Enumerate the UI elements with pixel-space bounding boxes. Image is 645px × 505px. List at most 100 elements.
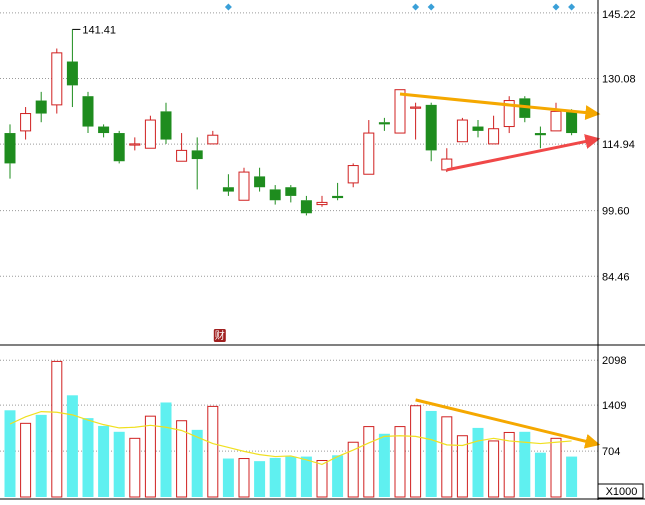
candle-up — [129, 137, 141, 151]
volume-bar-down — [472, 427, 484, 497]
candle-down — [332, 182, 344, 201]
candle-body — [285, 187, 297, 196]
volume-bar-down — [98, 425, 110, 497]
price-tick-label: 84.46 — [602, 271, 630, 283]
volume-bar-down — [332, 455, 344, 497]
candle-body — [129, 143, 141, 146]
volume-bar-down — [519, 431, 531, 497]
candle-up — [51, 48, 63, 114]
candle-down — [35, 91, 47, 123]
candle-down — [66, 29, 78, 108]
candle-body — [20, 113, 32, 132]
volume-bar-down — [4, 410, 16, 497]
candle-up — [488, 115, 500, 145]
candle-up — [441, 148, 453, 173]
candle-up — [316, 195, 328, 207]
volume-bar-down — [566, 456, 578, 497]
candle-down — [98, 124, 110, 138]
price-trend-arrow-orange — [399, 92, 601, 121]
candle-down — [160, 102, 172, 144]
candle-up — [503, 96, 515, 134]
volume-axis: 2098 1409 704 — [602, 355, 626, 458]
candle-body — [378, 122, 390, 125]
volume-tick-label: 1409 — [602, 400, 626, 412]
diamond-marker-icon — [568, 3, 576, 11]
candle-up — [456, 117, 468, 143]
volume-bar-up — [347, 441, 359, 498]
diamond-marker-icon — [224, 3, 232, 11]
price-tick-label: 114.94 — [602, 139, 635, 151]
volume-unit-box: X1000 — [597, 483, 644, 499]
volume-bar-up — [20, 422, 32, 498]
volume-bar-down — [191, 429, 203, 497]
volume-bar-up — [456, 435, 468, 498]
price-tick-label: 130.08 — [602, 74, 636, 86]
high-price-label: 141.41 — [82, 24, 116, 36]
price-grid — [0, 12, 598, 277]
candle-body — [144, 119, 156, 149]
diamond-marker-icon — [427, 3, 435, 11]
candle-body — [254, 176, 266, 188]
candle-body — [566, 111, 578, 134]
volume-bar-up — [488, 440, 500, 498]
candle-body — [410, 106, 422, 109]
volume-bar-down — [160, 402, 172, 497]
candle-body — [347, 165, 359, 184]
volume-bar-down — [285, 456, 297, 497]
candle-down — [566, 109, 578, 136]
high-price-marker: 141.41 — [72, 24, 116, 36]
candle-down — [285, 185, 297, 203]
candle-body — [503, 100, 515, 128]
candle-down — [4, 124, 16, 179]
candle-body — [51, 52, 63, 106]
candle-body — [300, 200, 312, 214]
volume-bar-up — [363, 426, 375, 498]
candle-body — [550, 110, 562, 132]
volume-trend-arrow-line — [415, 398, 601, 449]
price-panel: 141.41 财 145.22 130.08 114.94 99.60 84.46 — [0, 3, 636, 342]
candle-up — [20, 107, 32, 140]
candle-body — [441, 158, 453, 171]
volume-bar-up — [51, 360, 63, 498]
price-trend-arrows — [399, 92, 601, 172]
diamond-marker-icon — [412, 3, 420, 11]
volume-bar-down — [113, 431, 125, 497]
event-badge-box — [213, 329, 226, 342]
volume-trend-arrow — [415, 398, 601, 449]
candle-body — [394, 89, 406, 134]
event-badge[interactable]: 财 — [213, 329, 226, 342]
volume-bar-up — [394, 426, 406, 498]
candle-down — [222, 174, 234, 196]
candle-down — [300, 195, 312, 216]
volume-bar-down — [254, 461, 266, 497]
candle-body — [176, 149, 188, 162]
candle-body — [472, 126, 484, 131]
volume-bars — [4, 360, 578, 498]
candle-down — [113, 130, 125, 164]
candle-up — [207, 130, 219, 145]
volume-bar-down — [269, 457, 281, 497]
candle-body — [238, 171, 250, 201]
candle-body — [456, 119, 468, 143]
diamond-marker-icon — [552, 3, 560, 11]
candle-down — [82, 91, 94, 134]
candle-body — [35, 100, 47, 114]
candle-body — [534, 133, 546, 136]
candle-down — [519, 96, 531, 123]
candle-body — [332, 195, 344, 199]
candle-up — [238, 167, 250, 201]
candle-body — [222, 187, 234, 192]
candle-down — [472, 120, 484, 138]
price-event-markers — [224, 3, 576, 11]
price-candles — [4, 29, 578, 216]
volume-bar-up — [550, 437, 562, 498]
candle-body — [160, 111, 172, 140]
volume-bar-up — [144, 415, 156, 498]
candle-body — [425, 104, 437, 151]
candle-down — [378, 117, 390, 131]
candle-body — [66, 61, 78, 86]
volume-unit-label: X1000 — [606, 486, 638, 498]
price-tick-label: 99.60 — [602, 206, 630, 218]
